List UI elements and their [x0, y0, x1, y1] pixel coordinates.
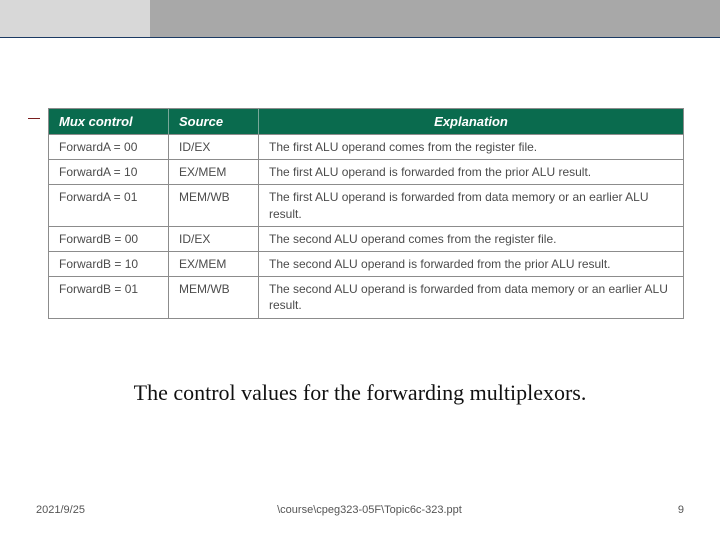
- table-row: ForwardB = 01 MEM/WB The second ALU oper…: [49, 276, 683, 317]
- footer-page-number: 9: [654, 504, 684, 516]
- table-row: ForwardB = 10 EX/MEM The second ALU oper…: [49, 251, 683, 276]
- figure-caption: The control values for the forwarding mu…: [0, 380, 720, 406]
- cell-source: EX/MEM: [169, 252, 259, 276]
- top-bar-left: [0, 0, 150, 38]
- table-row: ForwardA = 01 MEM/WB The first ALU opera…: [49, 184, 683, 225]
- cell-explanation: The first ALU operand is forwarded from …: [259, 185, 683, 225]
- cell-source: MEM/WB: [169, 277, 259, 317]
- cell-explanation: The second ALU operand is forwarded from…: [259, 252, 683, 276]
- footer-path: \course\cpeg323-05F\Topic6c-323.ppt: [85, 504, 654, 516]
- cell-mux: ForwardB = 00: [49, 227, 169, 251]
- cell-source: ID/EX: [169, 135, 259, 159]
- cell-mux: ForwardA = 00: [49, 135, 169, 159]
- table-body: ForwardA = 00 ID/EX The first ALU operan…: [49, 134, 683, 318]
- mux-control-table: Mux control Source Explanation ForwardA …: [48, 108, 684, 319]
- table-header-row: Mux control Source Explanation: [49, 109, 683, 134]
- cell-mux: ForwardA = 10: [49, 160, 169, 184]
- footer-date: 2021/9/25: [36, 504, 85, 516]
- cell-mux: ForwardB = 01: [49, 277, 169, 317]
- cell-mux: ForwardB = 10: [49, 252, 169, 276]
- cell-source: MEM/WB: [169, 185, 259, 225]
- cell-mux: ForwardA = 01: [49, 185, 169, 225]
- slide-footer: 2021/9/25 \course\cpeg323-05F\Topic6c-32…: [36, 504, 684, 516]
- cell-explanation: The second ALU operand is forwarded from…: [259, 277, 683, 317]
- table-row: ForwardA = 10 EX/MEM The first ALU opera…: [49, 159, 683, 184]
- cell-source: ID/EX: [169, 227, 259, 251]
- cell-explanation: The first ALU operand is forwarded from …: [259, 160, 683, 184]
- cell-explanation: The first ALU operand comes from the reg…: [259, 135, 683, 159]
- axis-tick: [28, 118, 40, 119]
- slide: Mux control Source Explanation ForwardA …: [0, 0, 720, 540]
- top-bar: [0, 0, 720, 38]
- top-bar-right: [150, 0, 720, 38]
- column-header-source: Source: [169, 109, 259, 134]
- table-row: ForwardA = 00 ID/EX The first ALU operan…: [49, 134, 683, 159]
- column-header-mux-control: Mux control: [49, 109, 169, 134]
- cell-source: EX/MEM: [169, 160, 259, 184]
- table-row: ForwardB = 00 ID/EX The second ALU opera…: [49, 226, 683, 251]
- cell-explanation: The second ALU operand comes from the re…: [259, 227, 683, 251]
- column-header-explanation: Explanation: [259, 109, 683, 134]
